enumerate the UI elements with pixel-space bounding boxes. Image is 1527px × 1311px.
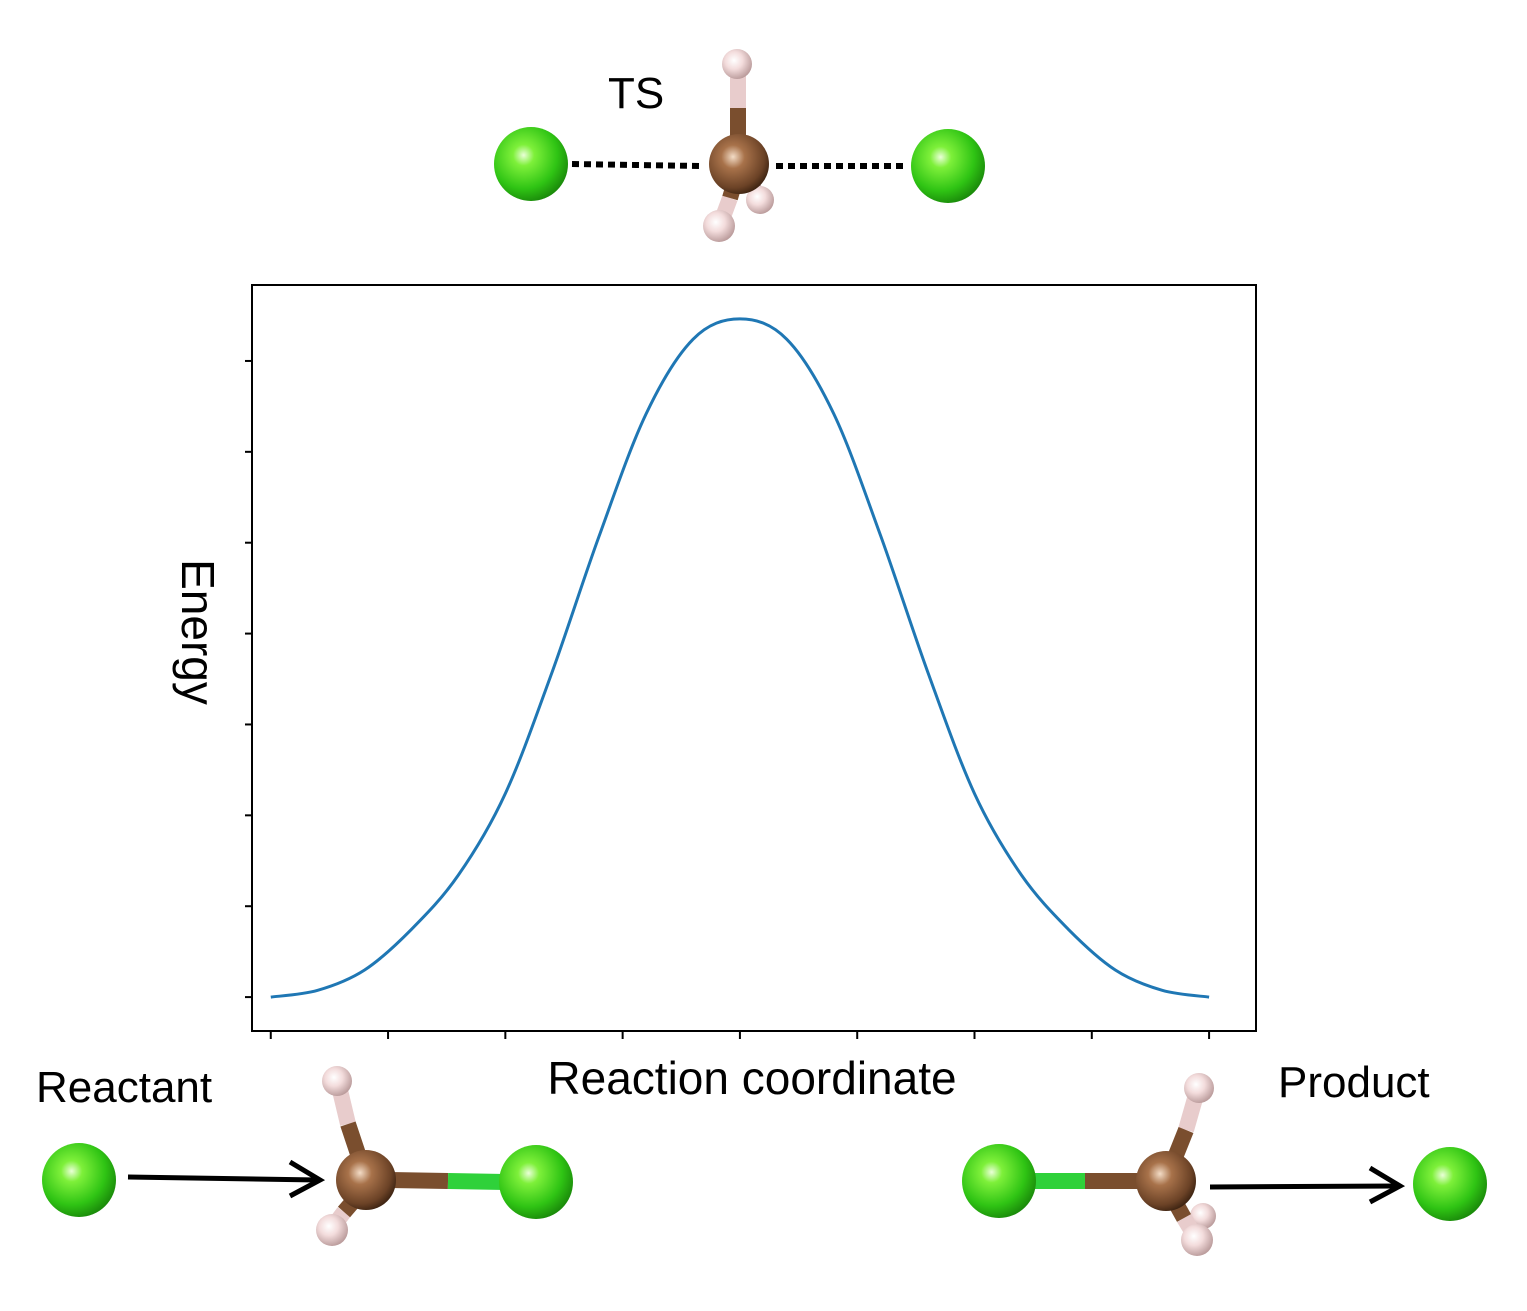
ts-chlorine-left (494, 127, 568, 201)
y-axis-label: Energy (172, 559, 224, 705)
ts-hydrogen-back (746, 186, 774, 214)
reactant-bond-c-side (389, 1172, 449, 1189)
x-axis-label: Reaction coordinate (547, 1052, 956, 1104)
product-chlorine-atom (962, 1144, 1036, 1218)
product-chloride-ion (1413, 1147, 1487, 1221)
reactant-carbon-atom (336, 1150, 396, 1210)
product-molecule: Product (962, 1058, 1487, 1256)
reactant-arrow-head (288, 1159, 326, 1199)
ts-chlorine-right (911, 129, 985, 203)
product-arrow-shaft (1209, 1183, 1399, 1190)
reactant-chloride-ion (42, 1143, 116, 1217)
ts-hydrogen-left (703, 210, 735, 242)
product-hydrogen-top (1184, 1073, 1214, 1103)
reactant-bond-cl-side (447, 1173, 506, 1190)
ts-partial-bond-left (571, 161, 701, 169)
reactant-arrow-shaft (127, 1174, 319, 1183)
reactant-chlorine-atom (499, 1145, 573, 1219)
reactant-hydrogen-low (316, 1214, 348, 1246)
x-axis-ticks (269, 1031, 1211, 1039)
reactant-label: Reactant (36, 1063, 212, 1112)
ts-label: TS (608, 69, 664, 118)
plot-frame (251, 284, 1257, 1032)
energy-curve (270, 317, 1210, 999)
product-carbon-atom (1136, 1151, 1196, 1211)
reactant-hydrogen-top (322, 1066, 352, 1096)
ts-carbon-atom (709, 134, 769, 194)
energy-plot: Reaction coordinate Energy (172, 284, 1257, 1104)
reactant-molecule: Reactant (36, 1063, 573, 1246)
y-axis-ticks (245, 359, 252, 999)
ts-hydrogen-top (722, 49, 752, 79)
ts-molecule: TS (494, 49, 985, 242)
product-arrow-head (1368, 1165, 1406, 1205)
product-hydrogen-low (1181, 1224, 1213, 1256)
product-hydrogen-back (1190, 1203, 1216, 1229)
product-label: Product (1278, 1058, 1430, 1107)
